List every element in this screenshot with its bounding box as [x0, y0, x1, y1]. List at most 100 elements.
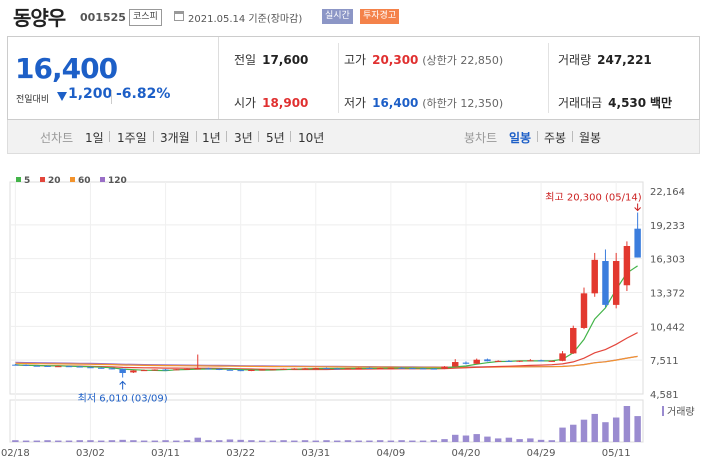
candle-body — [108, 368, 116, 370]
tab-10year[interactable]: 10년 — [298, 131, 325, 145]
candle-body — [527, 360, 534, 362]
candle-body — [248, 369, 255, 371]
candle-body — [173, 369, 180, 371]
volume-bar — [173, 440, 180, 442]
volume-bar — [280, 440, 287, 442]
x-tick-label: 03/31 — [301, 448, 330, 459]
candle-chart-label: 봉차트 — [464, 131, 498, 145]
candle-body — [559, 353, 566, 361]
volume-bar — [430, 440, 438, 442]
change-percent: -6.82% — [116, 86, 171, 102]
low-value: 16,400 — [372, 96, 419, 110]
candle-body — [537, 360, 545, 362]
legend-swatch — [100, 177, 105, 182]
y-tick-label: 13,372 — [650, 289, 685, 300]
y-tick-label: 16,303 — [650, 255, 685, 266]
x-tick-label: 04/09 — [376, 448, 405, 459]
candle-body — [280, 368, 287, 370]
legend-swatch — [40, 177, 45, 182]
volume-bar — [194, 437, 201, 442]
candle-body — [151, 369, 159, 371]
divider — [109, 131, 110, 142]
low-arrow-icon — [119, 380, 127, 390]
candle-body — [237, 370, 244, 372]
candle-body — [366, 367, 373, 369]
volume-bar — [580, 419, 588, 442]
investment-warning-badge[interactable]: 투자경고 — [360, 9, 400, 24]
candlestick-chart[interactable]: 5 20 60 120 22,164 19,233 16,303 13,372 10,442 7,… — [0, 160, 707, 474]
volume-legend-swatch — [662, 406, 664, 416]
high-arrow-icon — [634, 203, 641, 212]
legend-label: 5 — [24, 176, 30, 186]
volume-bar — [419, 440, 427, 442]
candle-body — [462, 362, 470, 364]
tab-weekly[interactable]: 주봉 — [544, 131, 567, 145]
volume-bar — [462, 435, 470, 442]
candle-body — [183, 368, 191, 370]
candle-body — [194, 368, 201, 370]
price-summary: 16,400 전일대비 1,200 -6.82% 전일 17,600 시가 18,9… — [7, 36, 700, 120]
candle-body — [65, 366, 73, 368]
current-price: 16,400 — [15, 52, 118, 85]
tab-1week[interactable]: 1주일 — [117, 131, 147, 145]
divider — [548, 43, 549, 113]
candle-body — [312, 368, 319, 370]
divider — [258, 131, 259, 142]
candle-body — [387, 367, 395, 369]
y-tick-label: 7,511 — [650, 356, 679, 367]
tab-3year[interactable]: 3년 — [234, 131, 253, 145]
volume-bar — [151, 440, 159, 442]
open-value: 18,900 — [262, 96, 309, 110]
realtime-badge[interactable]: 실시간 — [322, 9, 353, 24]
volume-bar — [312, 440, 319, 442]
tab-daily[interactable]: 일봉 — [509, 131, 532, 145]
tab-1year[interactable]: 1년 — [202, 131, 221, 145]
volume-bar — [65, 440, 73, 442]
candle-body — [44, 365, 51, 367]
tab-monthly[interactable]: 월봉 — [579, 131, 602, 145]
legend-label: 60 — [78, 176, 91, 186]
candle-body — [398, 367, 405, 369]
prev-close: 전일 17,600 — [234, 51, 308, 68]
lower-limit: (하한가 12,350) — [422, 97, 504, 110]
volume-bar — [76, 440, 83, 442]
tab-5year[interactable]: 5년 — [266, 131, 285, 145]
candle-body — [473, 359, 480, 364]
candle-body — [162, 369, 169, 371]
volume-bar — [398, 440, 405, 442]
candle-body — [55, 366, 62, 368]
calendar-icon — [174, 11, 184, 21]
high-value: 20,300 — [372, 53, 419, 67]
candle-body — [580, 293, 588, 328]
ma5-line — [15, 265, 638, 372]
upper-limit: (상한가 22,850) — [422, 54, 504, 67]
legend-label: 120 — [108, 176, 127, 186]
volume-bar — [452, 434, 459, 442]
candle-body — [269, 369, 277, 371]
volume-label: 거래량 — [558, 53, 592, 67]
candle-body — [516, 360, 523, 362]
ma60-line — [15, 355, 638, 368]
volume-bar — [484, 436, 491, 442]
current-price-pane: 16,400 전일대비 1,200 -6.82% — [8, 37, 219, 119]
volume-bar — [248, 440, 255, 442]
y-tick-label: 10,442 — [650, 322, 685, 333]
change-label: 전일대비 — [16, 95, 50, 105]
candle-body — [505, 360, 513, 362]
candle-body — [591, 259, 598, 294]
volume-bar — [108, 440, 116, 442]
amount-label: 거래대금 — [558, 96, 603, 110]
candle-body — [12, 364, 19, 366]
x-tick-label: 03/02 — [76, 448, 105, 459]
candle-body — [409, 368, 416, 370]
low-label: 저가 — [344, 96, 367, 110]
volume-label: 거래량 — [667, 406, 695, 418]
volume-bar — [291, 440, 298, 442]
divider — [196, 131, 197, 142]
volume-bar — [162, 440, 169, 442]
volume-bar — [323, 440, 330, 442]
tab-3month[interactable]: 3개월 — [160, 131, 190, 145]
volume-bar — [226, 439, 234, 442]
tab-1day[interactable]: 1일 — [85, 131, 104, 145]
volume-value: 247,221 — [597, 53, 652, 67]
